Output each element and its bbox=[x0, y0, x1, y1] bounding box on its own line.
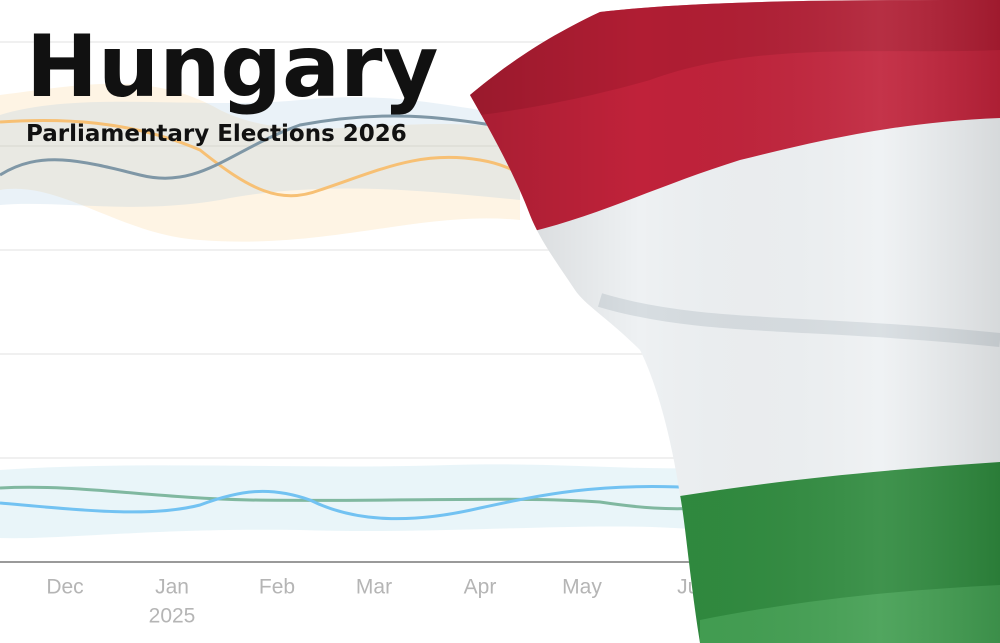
line bbox=[0, 485, 701, 511]
band bbox=[0, 83, 520, 242]
x-tick-label: Mar bbox=[356, 576, 392, 599]
line bbox=[0, 114, 521, 180]
x-tick-label: Feb bbox=[259, 576, 295, 599]
x-tick-year: 2025 bbox=[149, 605, 196, 628]
x-tick-label: Apr bbox=[464, 576, 497, 599]
x-tick-label: Dec bbox=[46, 576, 83, 599]
band bbox=[0, 97, 520, 207]
x-axis-labels: Dec Jan 2025 Feb Mar Apr May Jun bbox=[46, 576, 711, 628]
x-tick-label: Jan bbox=[155, 576, 189, 599]
subtitle: Parliamentary Elections 2026 bbox=[26, 121, 407, 147]
flag-shade bbox=[470, 0, 1000, 643]
trend-lines bbox=[0, 114, 701, 521]
line bbox=[0, 485, 701, 521]
x-tick-label: May bbox=[562, 576, 602, 599]
line bbox=[0, 118, 531, 198]
title: Hungary bbox=[26, 17, 439, 117]
